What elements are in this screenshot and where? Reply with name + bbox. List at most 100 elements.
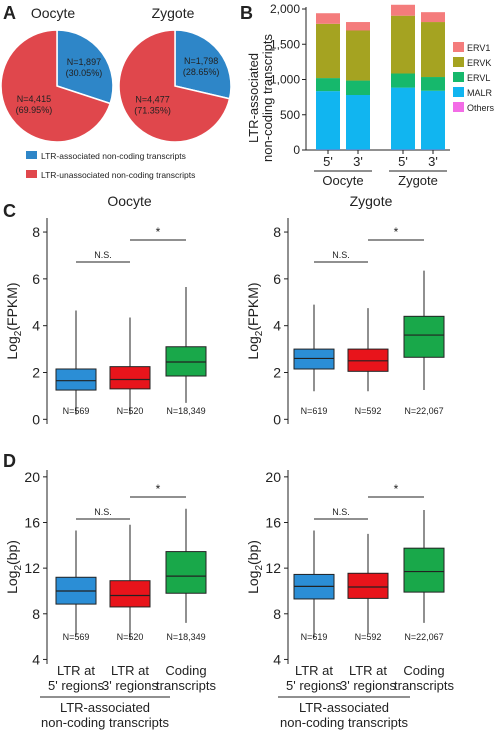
panel-letter-a: A	[3, 3, 16, 23]
b-bars	[316, 4, 445, 150]
b-bar-erv1-3	[421, 12, 445, 23]
group-label-line2: non-coding transcripts	[280, 715, 408, 730]
y-tick-label: 16	[24, 514, 40, 530]
pie-label-pct-unassociated: (71.35%)	[134, 106, 171, 116]
b-y-tick-label: 0	[293, 143, 300, 157]
y-tick-label: 12	[265, 560, 281, 576]
pie-slice-ltr-unassociated	[118, 29, 231, 143]
panel-d-oocyte-boxplot: 4 8 12 16 20 Log2(bp) N=569 N=520 N=18,349 N.S. *	[4, 469, 207, 667]
n-label-ltr-5prime: N=569	[63, 632, 90, 642]
pie-label-pct-associated: (30.05%)	[66, 68, 103, 78]
panel-d-zygote-boxplot: 4 8 12 16 20 Log2(bp) N=619 N=592 N=22,067 N.S. *	[245, 469, 445, 667]
b-legend-swatch-erv1	[453, 42, 464, 52]
b-bar-ervl-1	[346, 80, 370, 96]
category-label-line1: LTR at	[295, 663, 333, 678]
sig-label-ns: N.S.	[332, 250, 350, 260]
y-tick-label: 2	[32, 365, 40, 381]
y-tick-label: 2	[273, 365, 281, 381]
sig-label-star: *	[156, 225, 161, 239]
sig-label-star: *	[156, 482, 161, 496]
pie-label-pct-unassociated: (69.95%)	[16, 105, 53, 115]
n-label-coding: N=18,349	[166, 406, 205, 416]
y-tick-label: 20	[24, 469, 40, 485]
b-bar-ervk-3	[421, 22, 445, 78]
b-ylabel-line2: non-coding transcripts	[260, 34, 275, 162]
pie-label-n-unassociated: N=4,477	[135, 95, 169, 105]
pie-zygote-title: Zygote	[152, 5, 195, 21]
b-legend: ERV1 ERVK ERVL MALR Others	[453, 42, 495, 113]
b-x-tick-label: 3'	[353, 154, 363, 169]
legend-label-ltr-associated: LTR-associated non-coding transcripts	[41, 151, 186, 161]
sig-label-star: *	[394, 482, 399, 496]
panel-letter-b: B	[240, 3, 253, 23]
pie-label-n-associated: N=1,897	[67, 57, 101, 67]
b-x-tick-label: 5'	[323, 154, 333, 169]
pie-label-n-unassociated: N=4,415	[17, 94, 51, 104]
box-coding	[403, 315, 445, 358]
pie-slice-ltr-associated	[56, 29, 114, 105]
y-tick-label: 0	[273, 411, 281, 427]
b-legend-label-ervl: ERVL	[467, 73, 490, 83]
b-bar-malr-3	[421, 90, 445, 150]
group-label-line2: non-coding transcripts	[41, 715, 169, 730]
panel-letter-c: C	[3, 201, 16, 221]
legend-label-ltr-unassociated: LTR-unassociated non-coding transcripts	[41, 170, 195, 180]
boxplot-title: Oocyte	[107, 193, 152, 209]
category-label-line1: LTR at	[111, 663, 149, 678]
b-legend-label-others: Others	[467, 103, 495, 113]
b-bar-ervl-2	[391, 73, 415, 88]
box-ltr-3prime	[109, 580, 151, 608]
y-tick-label: 8	[273, 606, 281, 622]
b-legend-label-erv1: ERV1	[467, 43, 490, 53]
b-bar-ervk-0	[316, 23, 340, 79]
b-legend-swatch-malr	[453, 87, 464, 97]
b-bar-malr-1	[346, 95, 370, 150]
n-label-ltr-3prime: N=520	[117, 632, 144, 642]
y-tick-label: 8	[273, 224, 281, 240]
y-tick-label: 12	[24, 560, 40, 576]
b-legend-swatch-ervk	[453, 57, 464, 67]
group-label-line1: LTR-associated	[60, 700, 150, 715]
category-label-line1: Coding	[403, 663, 444, 678]
n-label-ltr-5prime: N=619	[301, 632, 328, 642]
b-bar-ervk-2	[391, 15, 415, 74]
b-x-tick-label: 5'	[398, 154, 408, 169]
n-label-ltr-3prime: N=592	[355, 632, 382, 642]
category-label-line2: transcripts	[394, 678, 454, 693]
b-bar-ervl-0	[316, 78, 340, 92]
n-label-coding: N=18,349	[166, 632, 205, 642]
y-tick-label: 4	[273, 651, 281, 667]
b-x-tick-label: 3'	[428, 154, 438, 169]
b-y-tick-label: 1,000	[270, 73, 300, 87]
panel-c-oocyte-boxplot: Oocyte 0 2 4 6 8 Log2(FPKM) N=569 N=520 N=18,349 N…	[4, 193, 207, 427]
sig-label-ns: N.S.	[332, 507, 350, 517]
category-label-line1: Coding	[165, 663, 206, 678]
y-tick-label: 6	[273, 271, 281, 287]
b-bar-ervk-1	[346, 30, 370, 81]
category-label-line1: LTR at	[57, 663, 95, 678]
y-tick-label: 6	[32, 271, 40, 287]
y-axis-label: Log2(FPKM)	[4, 282, 24, 359]
b-y-tick-label: 1,500	[270, 37, 300, 51]
y-axis-label: Log2(bp)	[4, 540, 24, 594]
y-tick-label: 4	[32, 318, 40, 334]
b-legend-swatch-others	[453, 102, 464, 112]
panel-letter-d: D	[3, 451, 16, 471]
b-bar-malr-2	[391, 87, 415, 150]
pie-slice-ltr-unassociated	[0, 29, 112, 143]
n-label-coding: N=22,067	[404, 406, 443, 416]
y-axis-label: Log2(FPKM)	[245, 282, 265, 359]
group-label-line1: LTR-associated	[299, 700, 389, 715]
y-tick-label: 4	[273, 318, 281, 334]
pie-slice-ltr-associated	[174, 29, 232, 100]
panel-b-stacked-bar: LTR-associated non-coding transcripts 0 5…	[246, 2, 495, 188]
b-legend-label-malr: MALR	[467, 88, 493, 98]
y-tick-label: 20	[265, 469, 281, 485]
category-label-line2: transcripts	[156, 678, 216, 693]
b-group-label-oocyte: Oocyte	[322, 173, 363, 188]
y-tick-label: 16	[265, 514, 281, 530]
panel-c-zygote-boxplot: Zygote 0 2 4 6 8 Log2(FPKM) N=619 N=592 N=22,067 N…	[245, 193, 445, 427]
y-tick-label: 4	[32, 651, 40, 667]
y-tick-label: 0	[32, 411, 40, 427]
